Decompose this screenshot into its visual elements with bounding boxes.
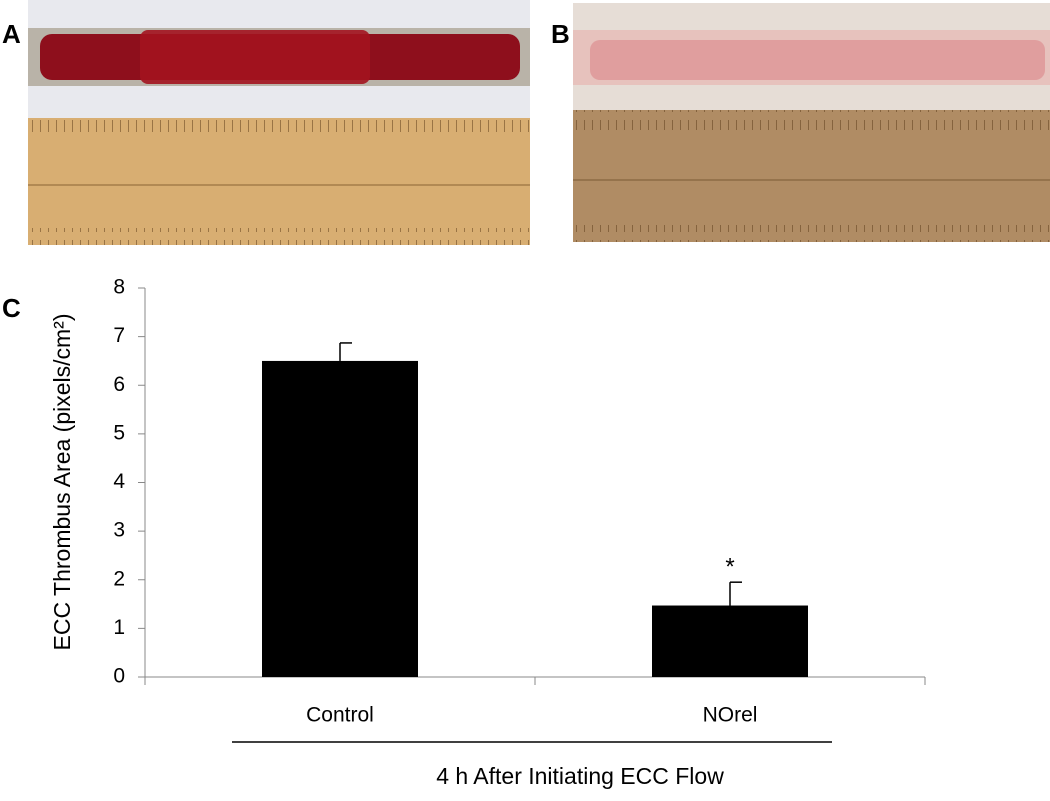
x-tick-label: Control bbox=[306, 704, 374, 727]
y-tick-label: 6 bbox=[113, 373, 125, 396]
y-tick-label: 8 bbox=[113, 276, 125, 299]
y-tick-label: 5 bbox=[113, 421, 125, 444]
panel-label: A bbox=[2, 19, 21, 49]
bar bbox=[262, 360, 418, 677]
y-tick-label: 3 bbox=[113, 519, 125, 542]
panel-label: B bbox=[551, 19, 570, 49]
x-tick-label: NOrel bbox=[703, 704, 758, 727]
y-tick-label: 7 bbox=[113, 324, 125, 347]
significance-marker: * bbox=[725, 554, 734, 581]
y-tick-label: 4 bbox=[113, 470, 125, 493]
bar bbox=[652, 605, 808, 677]
y-axis-label: ECC Thrombus Area (pixels/cm²) bbox=[49, 314, 75, 651]
x-axis-label: 4 h After Initiating ECC Flow bbox=[436, 763, 724, 789]
y-tick-label: 0 bbox=[113, 665, 125, 688]
photo-b bbox=[573, 3, 1050, 242]
panel-label: C bbox=[2, 293, 21, 323]
y-tick-label: 2 bbox=[113, 567, 125, 590]
photo-a bbox=[28, 0, 530, 245]
y-tick-label: 1 bbox=[113, 616, 125, 639]
